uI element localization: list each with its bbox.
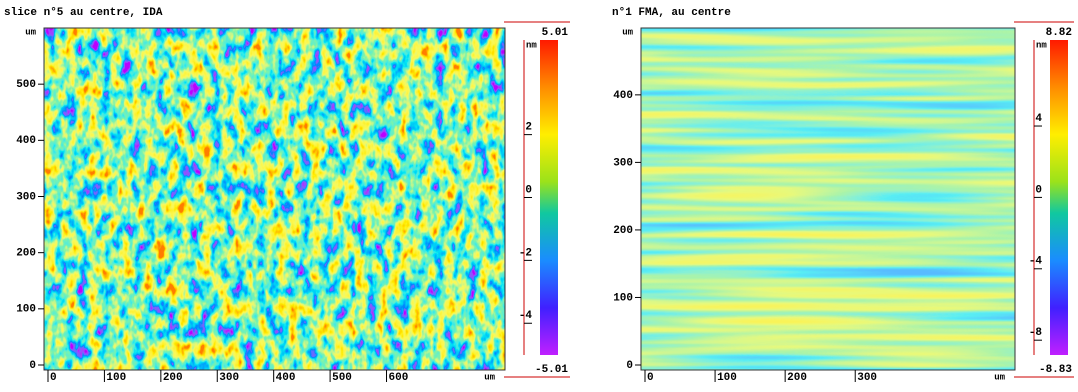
colorbar-tick-label: -2: [519, 247, 532, 259]
colorbar-max: 5.01: [542, 27, 569, 39]
y-tick-label: 500: [16, 79, 36, 91]
colorbar-tick-label: 0: [525, 184, 532, 196]
colorbar-tick-label: 4: [1035, 113, 1042, 125]
y-tick-label: 300: [16, 191, 36, 203]
colorbar-tick-label: 0: [1035, 184, 1042, 196]
x-tick-label: 0: [50, 372, 57, 384]
colorbar-min: -5.01: [535, 364, 568, 376]
plot-frame: [640, 27, 1016, 371]
panel-title: slice n°5 au centre, IDA: [4, 7, 163, 19]
x-tick-label: 200: [787, 372, 807, 384]
y-tick-label: 100: [16, 304, 36, 316]
colorbar-unit: nm: [526, 40, 537, 50]
y-tick-label: 400: [613, 90, 633, 102]
surface-map: [641, 28, 1015, 370]
panel-title: n°1 FMA, au centre: [612, 7, 731, 19]
colorbar-unit: nm: [1036, 40, 1047, 50]
x-tick-label: 300: [219, 372, 239, 384]
x-tick-label: 600: [389, 372, 409, 384]
colorbar-min: -8.83: [1039, 364, 1072, 376]
x-tick-label: 500: [332, 372, 352, 384]
y-tick-label: 100: [613, 292, 633, 304]
x-tick-label: 300: [857, 372, 877, 384]
colorbar: [540, 40, 558, 355]
colorbar-max: 8.82: [1046, 27, 1072, 39]
colorbar-tick-label: 2: [525, 122, 532, 134]
y-tick-label: 200: [16, 248, 36, 260]
x-unit: um: [994, 372, 1005, 382]
y-tick-label: 300: [613, 157, 633, 169]
y-tick-label: 200: [613, 225, 633, 237]
x-tick-label: 100: [106, 372, 126, 384]
colorbar: [1050, 40, 1068, 355]
x-tick-label: 400: [276, 372, 296, 384]
x-tick-label: 0: [647, 372, 654, 384]
y-tick-label: 400: [16, 135, 36, 147]
x-tick-label: 200: [163, 372, 183, 384]
y-unit: um: [622, 27, 633, 37]
colorbar-tick-label: -8: [1029, 327, 1043, 339]
surface-map: [44, 28, 505, 370]
y-tick-label: 0: [626, 360, 633, 372]
x-tick-label: 100: [717, 372, 737, 384]
colorbar-tick-label: -4: [1029, 256, 1043, 268]
plot-frame: [43, 27, 506, 371]
y-tick-label: 0: [29, 360, 36, 372]
colorbar-tick-label: -4: [519, 310, 533, 322]
y-unit: um: [25, 27, 36, 37]
x-unit: um: [484, 372, 495, 382]
